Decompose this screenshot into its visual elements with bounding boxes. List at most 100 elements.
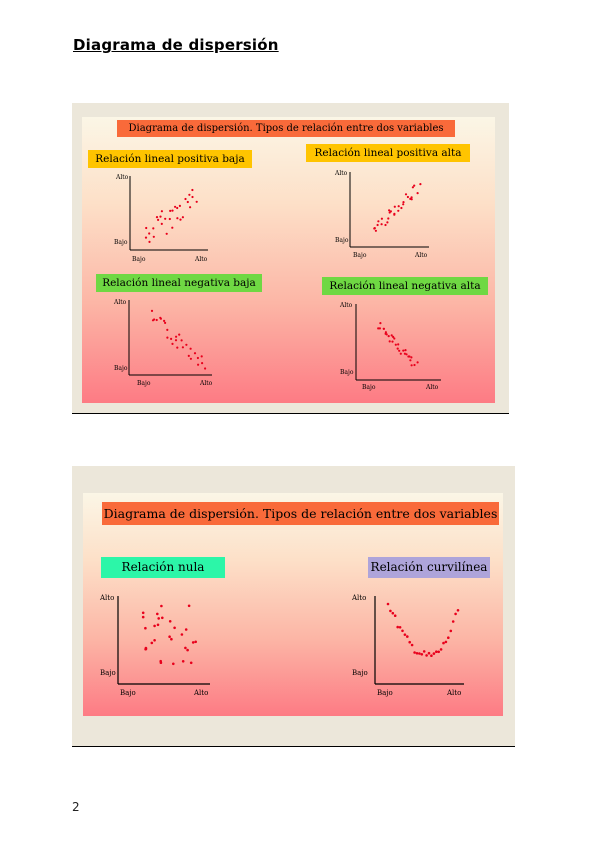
scatter-dot (391, 611, 395, 615)
document-title: Diagrama de dispersión (73, 36, 279, 54)
slide-1-bottom-rule (72, 413, 509, 414)
scatter-relacion-nula: Alto Bajo Bajo Alto (99, 594, 210, 697)
scatter-dot (456, 609, 460, 612)
scatter-dot (193, 352, 197, 355)
scatter-dot (391, 340, 394, 343)
scatter-dot (181, 660, 185, 663)
scatter-dot (168, 620, 172, 623)
x-low-label: Bajo (353, 252, 367, 259)
scatter-negativa-baja: Alto Bajo Bajo Alto (113, 299, 213, 387)
slide-2-background (83, 493, 503, 716)
scatter-dot (380, 223, 383, 226)
scatter-dot (437, 650, 440, 654)
scatter-dot (173, 626, 176, 630)
scatter-dot (189, 357, 192, 360)
scatter-dot (175, 335, 178, 338)
scatter-dot (400, 206, 403, 210)
label-positiva-baja: Relación lineal positiva baja (88, 150, 252, 168)
scatter-dot (393, 213, 396, 216)
scatter-dot (164, 321, 167, 324)
scatter-dot (204, 367, 207, 370)
y-low-label: Bajo (340, 369, 354, 376)
y-high-label: Alto (113, 299, 127, 306)
scatter-dot (427, 651, 431, 655)
scatter-positiva-alta: Alto Bajo Bajo Alto (334, 170, 429, 259)
scatter-dot (170, 337, 173, 340)
scatter-dot (141, 615, 145, 619)
scatter-dot (156, 623, 160, 627)
scatter-dot (176, 206, 179, 210)
scatter-dot (191, 195, 194, 199)
scatter-dot (152, 235, 155, 238)
page-number: 2 (72, 800, 80, 814)
scatter-dot (447, 636, 450, 639)
scatter-dot (411, 186, 414, 189)
x-low-label: Bajo (137, 380, 151, 387)
scatter-dot (171, 226, 174, 229)
y-low-label: Bajo (352, 669, 368, 677)
scatter-dot (195, 200, 198, 203)
scatter-dot (160, 604, 163, 608)
scatter-dot (397, 205, 400, 208)
scatter-dot (153, 318, 156, 321)
scatter-dot (404, 349, 407, 352)
scatter-dot (416, 361, 419, 364)
scatter-dot (191, 188, 194, 192)
scatter-dot (384, 331, 387, 334)
y-high-label: Alto (99, 594, 114, 602)
scatter-dot (148, 232, 151, 235)
scatter-dot (163, 319, 166, 322)
scatter-dot (174, 205, 177, 208)
x-low-label: Bajo (362, 384, 376, 391)
label-relacion-curvilinea: Relación curvilínea (368, 557, 490, 578)
scatter-dot (184, 646, 187, 650)
scatter-dot (394, 343, 397, 346)
scatter-dot (387, 217, 390, 220)
label-negativa-alta: Relación lineal negativa alta (322, 277, 488, 295)
x-low-label: Bajo (132, 256, 146, 263)
scatter-dot (393, 205, 396, 208)
scatter-dot (186, 648, 189, 652)
scatter-dot (179, 218, 182, 221)
scatter-dot (410, 643, 414, 647)
y-low-label: Bajo (335, 237, 349, 244)
y-low-label: Bajo (114, 365, 128, 372)
scatter-dot (385, 333, 388, 336)
scatter-dot (451, 620, 455, 623)
scatter-dot (159, 659, 162, 663)
label-positiva-alta: Relación lineal positiva alta (306, 144, 470, 162)
scatter-dot (170, 637, 173, 641)
dots-positiva-baja (144, 188, 198, 243)
scatter-dot (144, 646, 148, 650)
scatter-dot (398, 626, 402, 629)
scatter-dot (397, 209, 400, 212)
scatter-dot (150, 309, 154, 312)
scatter-dot (165, 232, 168, 235)
scatter-dot (410, 364, 413, 367)
scatter-dot (413, 651, 416, 654)
scatter-dot (150, 641, 154, 645)
scatter-dot (405, 353, 408, 356)
scatter-dot (389, 210, 392, 213)
scatter-dot (161, 616, 164, 620)
scatter-dot (379, 322, 382, 325)
dots-negativa-alta (377, 322, 419, 367)
scatter-dot (185, 343, 188, 346)
scatter-dot (402, 349, 405, 352)
scatter-dot (398, 349, 401, 352)
scatter-dot (393, 614, 397, 617)
scatter-dot (196, 356, 199, 360)
x-high-label: Alto (414, 252, 428, 259)
scatter-dot (406, 195, 409, 199)
scatter-dot (155, 216, 159, 219)
scatter-dot (406, 635, 409, 638)
scatter-dot (454, 612, 457, 616)
scatter-dot (432, 652, 436, 655)
scatter-dot (141, 611, 145, 615)
scatter-dot (439, 648, 443, 651)
scatter-dot (380, 217, 383, 220)
scatter-dot (152, 227, 155, 230)
scatter-dot (410, 196, 413, 199)
dots-relacion-curvilinea (386, 602, 460, 657)
scatter-dot (430, 654, 433, 657)
